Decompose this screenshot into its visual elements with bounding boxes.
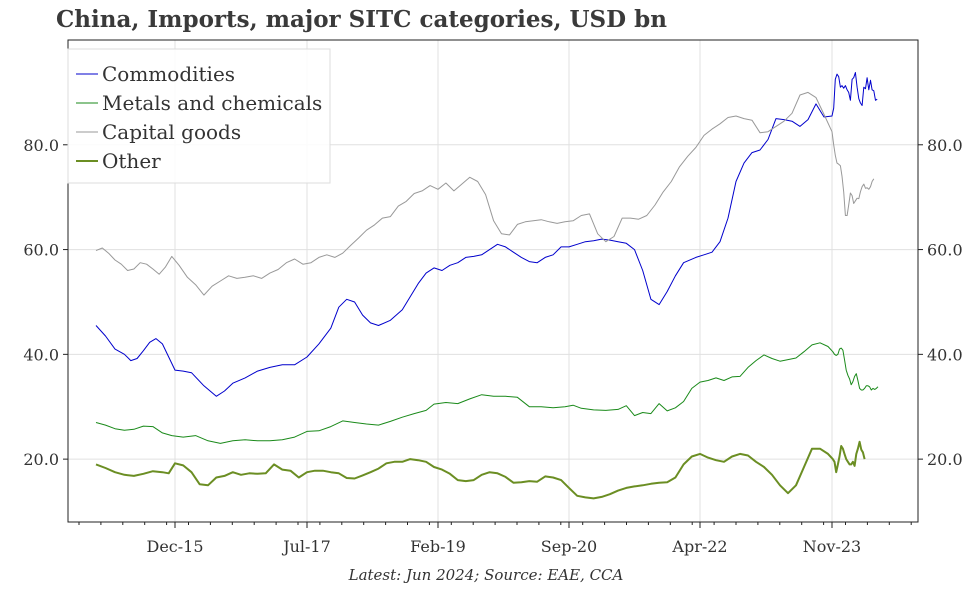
legend-label: Metals and chemicals	[102, 91, 322, 115]
y-tick-label-right: 80.0	[927, 136, 963, 155]
legend-box	[67, 48, 331, 184]
series-group	[95, 72, 879, 500]
axes: 20.0 20.0 40.0 40.0 60.0 60.0 80.0 80.0 Dec-15 Ju…	[23, 136, 962, 556]
y-tick-label-left: 40.0	[23, 345, 59, 364]
chart-title: China, Imports, major SITC categories, U…	[56, 6, 667, 33]
plot-frame	[67, 39, 919, 523]
y-tick-label-left: 80.0	[23, 136, 59, 155]
series-line-capital-goods	[95, 91, 875, 296]
chart-footnote: Latest: Jun 2024; Source: EAE, CCA	[348, 566, 624, 584]
x-tick-label: Apr-22	[671, 537, 727, 556]
x-tick-label: Feb-19	[410, 537, 466, 556]
y-tick-label-right: 20.0	[927, 450, 963, 469]
y-tick-label-right: 40.0	[927, 345, 963, 364]
y-tick-label-left: 20.0	[23, 450, 59, 469]
series-line-other	[95, 440, 866, 500]
x-tick-label: Jul-17	[281, 537, 331, 556]
series-line-metals-and-chemicals	[95, 342, 879, 444]
y-tick-label-right: 60.0	[927, 241, 963, 260]
x-tick-label: Dec-15	[146, 537, 203, 556]
series-line-commodities	[95, 72, 878, 397]
x-tick-label: Sep-20	[541, 537, 597, 556]
legend: Commodities Metals and chemicals Capital g…	[67, 48, 331, 184]
x-tick-label: Nov-23	[803, 537, 861, 556]
legend-label: Capital goods	[102, 120, 241, 144]
legend-label: Other	[102, 149, 161, 173]
y-tick-label-left: 60.0	[23, 241, 59, 260]
legend-label: Commodities	[102, 62, 235, 86]
